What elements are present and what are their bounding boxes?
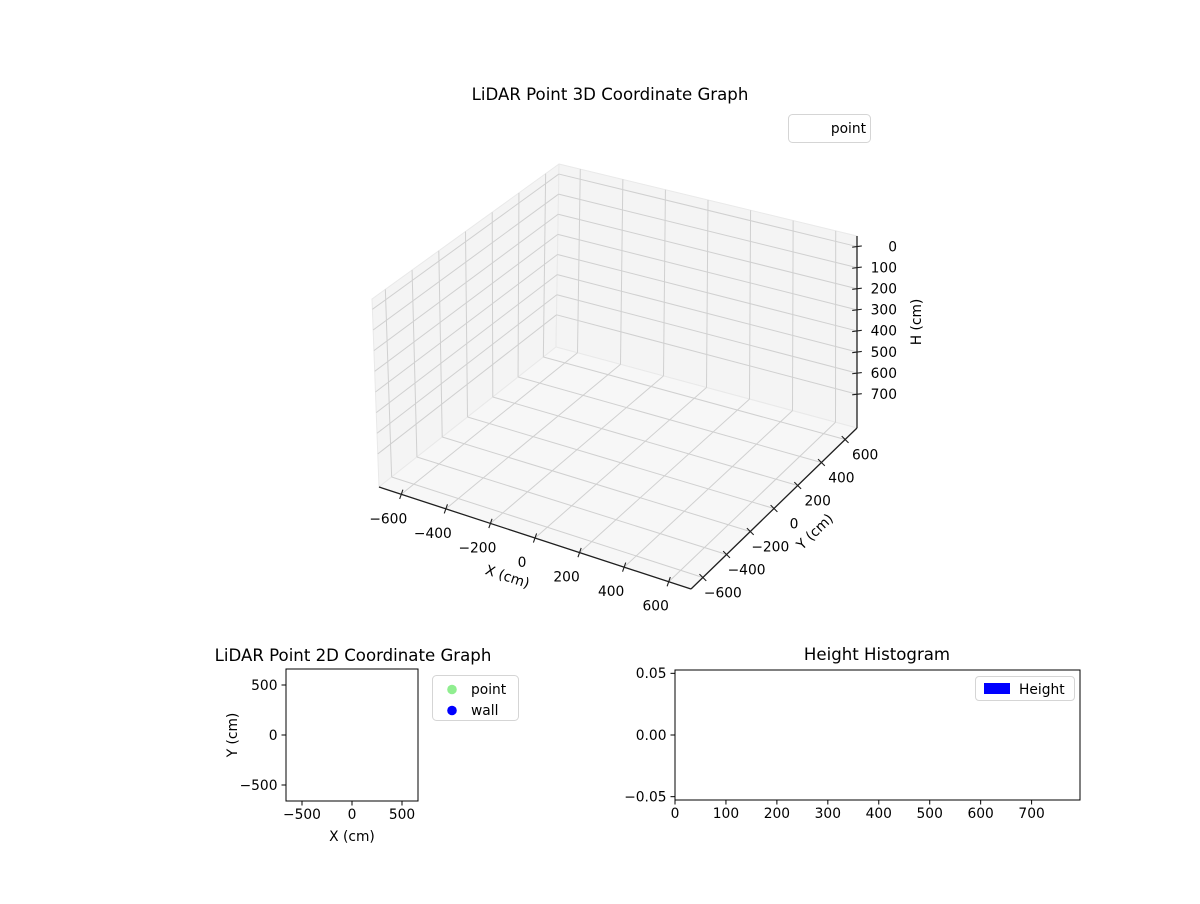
tick-label: 500 — [917, 806, 943, 822]
tick-label: −200 — [458, 540, 496, 556]
plot-2d: −500 0 500 −500 0 500 LiDAR Point 2D Coordina… — [215, 646, 519, 845]
tick-label: 400 — [598, 584, 624, 600]
tick-label: −400 — [414, 526, 452, 542]
tick-label: 200 — [553, 570, 579, 586]
legend-label-wall: wall — [471, 703, 498, 719]
tick-label: −200 — [751, 540, 789, 556]
tick-label: 600 — [852, 448, 878, 464]
tick-label: 400 — [871, 324, 897, 340]
tick-label: 300 — [871, 303, 897, 319]
tick-label: 500 — [871, 345, 897, 361]
plot2d-yaxis-label: Y (cm) — [225, 713, 241, 759]
plot3d-yaxis-label: Y (cm) — [793, 511, 837, 554]
tick-label: 100 — [871, 260, 897, 276]
plot2d-title: LiDAR Point 2D Coordinate Graph — [215, 646, 492, 665]
tick-label: −400 — [728, 563, 766, 579]
hist-legend: Height — [976, 677, 1075, 701]
tick-label: 0 — [790, 517, 799, 533]
tick-label: 600 — [967, 806, 993, 822]
legend-label-point: point — [471, 682, 507, 698]
tick-label: 0.00 — [636, 728, 667, 744]
tick-label: 0 — [671, 806, 680, 822]
plot3d-title: LiDAR Point 3D Coordinate Graph — [472, 85, 749, 104]
legend-label-point: point — [831, 121, 867, 137]
tick-label: 200 — [871, 282, 897, 298]
tick-label: 500 — [251, 678, 277, 694]
tick-label: 400 — [828, 471, 854, 487]
tick-label: 200 — [805, 494, 831, 510]
tick-label: 200 — [764, 806, 790, 822]
tick-label: −600 — [704, 586, 742, 602]
tick-label: 300 — [815, 806, 841, 822]
tick-label: 0 — [269, 728, 278, 744]
plot2d-legend: point wall — [433, 676, 519, 721]
tick-label: 600 — [643, 599, 669, 615]
tick-label: 0 — [518, 555, 527, 571]
tick-label: 500 — [389, 807, 415, 823]
tick-label: −500 — [240, 778, 278, 794]
tick-label: 400 — [866, 806, 892, 822]
tick-label: 0 — [348, 807, 357, 823]
tick-label: 600 — [871, 366, 897, 382]
gridline-3d — [492, 212, 493, 397]
tick-label: 0.05 — [636, 666, 667, 682]
legend-marker-wall — [447, 706, 457, 716]
plot2d-xaxis-label: X (cm) — [329, 829, 375, 845]
tick-label: 100 — [713, 806, 739, 822]
legend-label-height: Height — [1019, 682, 1065, 698]
tick-label: −600 — [369, 511, 407, 527]
tick-label: −500 — [283, 807, 321, 823]
plot3d-zaxis-label: H (cm) — [909, 299, 925, 346]
tick-label: 0 — [888, 239, 897, 255]
tick-label: 700 — [1018, 806, 1044, 822]
plot3d-legend: point — [789, 115, 871, 143]
legend-swatch-height — [984, 683, 1010, 694]
gridline-3d — [793, 221, 794, 411]
plot2d-frame: −500 0 500 −500 0 500 — [240, 669, 418, 823]
plot-histogram: 0 100 200 300 400 500 600 700 0.05 0.00 −0.05 Heig… — [624, 645, 1080, 822]
legend-marker-point — [447, 685, 457, 695]
plot-3d: −600−400−2000200400600−600−400−200020040… — [369, 85, 925, 615]
hist-title: Height Histogram — [804, 645, 950, 664]
tick-label: −0.05 — [624, 789, 666, 805]
axes-spines — [286, 669, 418, 801]
tick-label: 700 — [871, 387, 897, 403]
